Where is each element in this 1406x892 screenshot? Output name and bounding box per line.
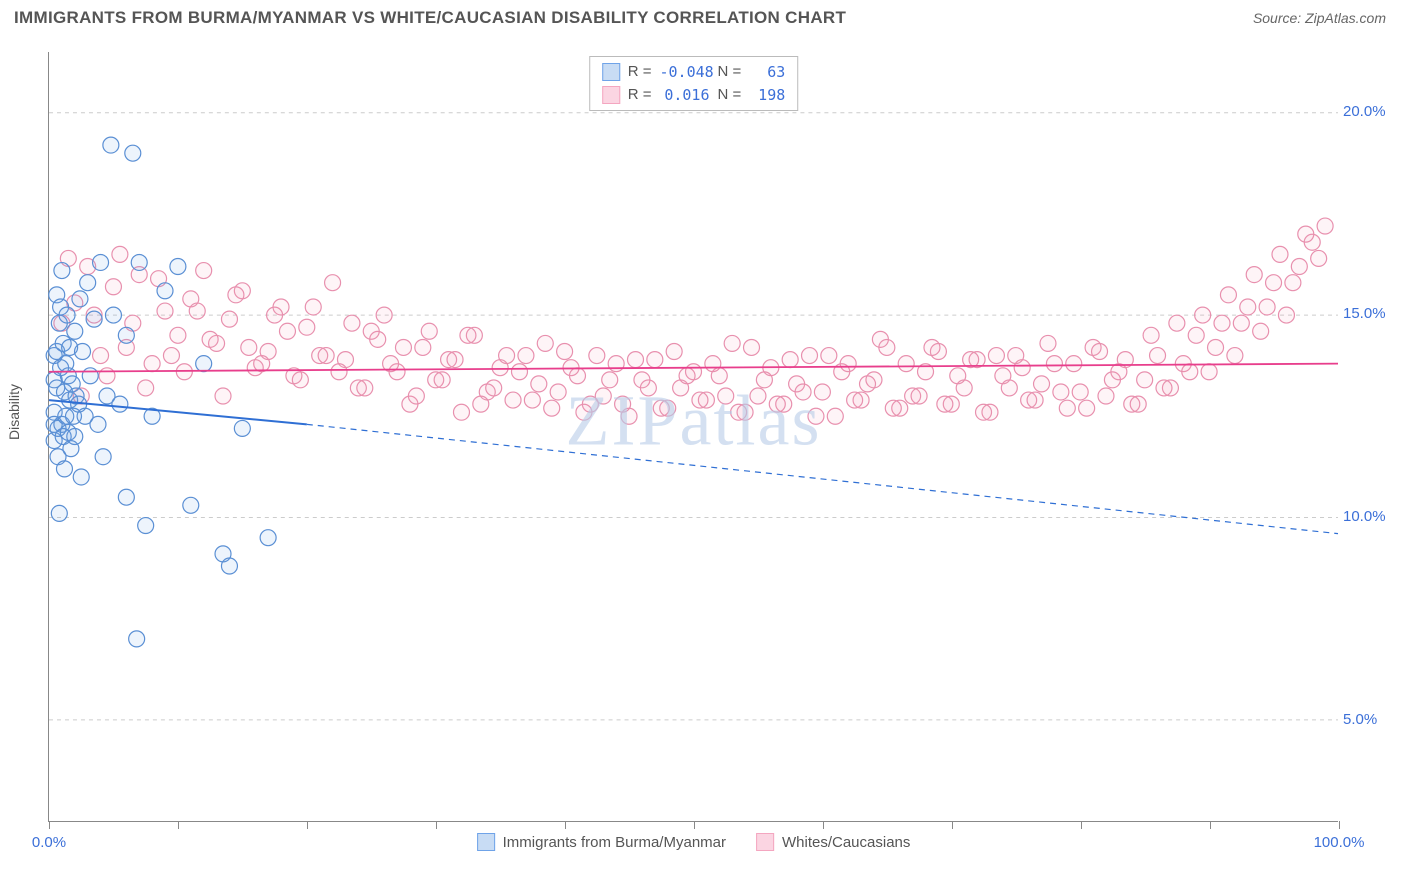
legend-label-whites: Whites/Caucasians [782, 834, 910, 851]
chart-header: IMMIGRANTS FROM BURMA/MYANMAR VS WHITE/C… [0, 0, 1406, 32]
scatter-svg [49, 52, 1338, 821]
y-axis-label: Disability [6, 384, 22, 440]
xtick-label: 0.0% [32, 834, 66, 851]
r-label: R = [628, 84, 652, 107]
xtick [436, 821, 437, 829]
legend-item-burma: Immigrants from Burma/Myanmar [477, 833, 726, 851]
ytick-label: 15.0% [1343, 305, 1398, 322]
swatch-whites [602, 86, 620, 104]
xtick [694, 821, 695, 829]
swatch-burma-bottom [477, 833, 495, 851]
legend-item-whites: Whites/Caucasians [756, 833, 910, 851]
legend-label-burma: Immigrants from Burma/Myanmar [503, 834, 726, 851]
xtick [178, 821, 179, 829]
plot-area: ZIPatlas R = -0.048 N = 63 R = 0.016 N =… [48, 52, 1338, 822]
xtick [565, 821, 566, 829]
xtick [1081, 821, 1082, 829]
swatch-whites-bottom [756, 833, 774, 851]
swatch-burma [602, 63, 620, 81]
xtick [1210, 821, 1211, 829]
ytick-label: 5.0% [1343, 711, 1398, 728]
n-label: N = [718, 61, 742, 84]
n-value-whites: 198 [749, 84, 785, 107]
xtick [952, 821, 953, 829]
xtick-label: 100.0% [1314, 834, 1365, 851]
r-label: R = [628, 61, 652, 84]
series-legend: Immigrants from Burma/Myanmar Whites/Cau… [477, 833, 911, 851]
chart-title: IMMIGRANTS FROM BURMA/MYANMAR VS WHITE/C… [14, 8, 846, 28]
xtick [307, 821, 308, 829]
chart-source: Source: ZipAtlas.com [1253, 10, 1386, 26]
legend-row-whites: R = 0.016 N = 198 [602, 84, 786, 107]
ytick-label: 20.0% [1343, 103, 1398, 120]
xtick [1339, 821, 1340, 829]
legend-row-burma: R = -0.048 N = 63 [602, 61, 786, 84]
r-value-burma: -0.048 [660, 61, 710, 84]
correlation-legend: R = -0.048 N = 63 R = 0.016 N = 198 [589, 56, 799, 111]
n-label: N = [718, 84, 742, 107]
n-value-burma: 63 [749, 61, 785, 84]
r-value-whites: 0.016 [660, 84, 710, 107]
xtick [49, 821, 50, 829]
ytick-label: 10.0% [1343, 508, 1398, 525]
xtick [823, 821, 824, 829]
